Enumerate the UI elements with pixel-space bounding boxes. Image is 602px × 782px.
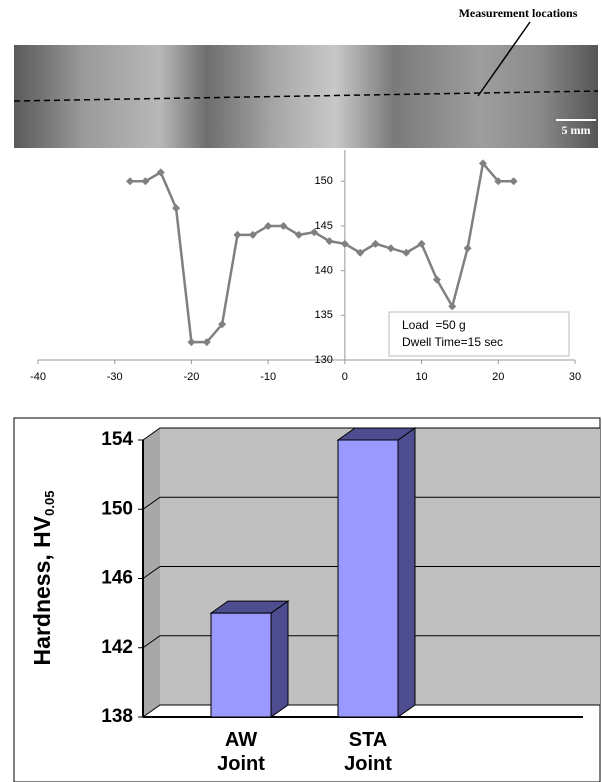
data-point <box>510 177 518 185</box>
y-label-subscript: 0.05 <box>42 491 57 516</box>
x-tick-label: 10 <box>415 371 427 383</box>
y-tick-label: 154 <box>101 429 133 450</box>
bar <box>338 440 398 717</box>
x-tick-label: 0 <box>342 371 348 383</box>
data-point <box>233 231 241 239</box>
page: Measurement locations 5 mm -40 -30 -20 -10 0… <box>0 0 602 782</box>
y-tick-label: 142 <box>101 637 133 658</box>
bar-side <box>271 601 288 717</box>
x-tick-label: 20 <box>492 371 504 383</box>
y-tick-label: 145 <box>314 220 332 232</box>
x-tick-label: -20 <box>183 371 199 383</box>
y-tick-label: 150 <box>314 175 332 187</box>
scale-label: 5 mm <box>562 123 591 137</box>
data-point <box>387 244 395 252</box>
data-point <box>172 204 180 212</box>
figure: Measurement locations 5 mm -40 -30 -20 -10 0… <box>0 0 602 782</box>
data-point <box>464 244 472 252</box>
x-tick-label: -10 <box>260 371 276 383</box>
x-tick-label: AW Joint <box>211 728 271 776</box>
bar-side <box>398 428 415 717</box>
y-tick-label: 150 <box>101 498 133 519</box>
y-label-text: Hardness, HV <box>29 515 55 665</box>
y-tick-label: 130 <box>314 354 332 366</box>
data-point <box>126 177 134 185</box>
y-tick-label: 146 <box>101 568 133 589</box>
y-tick-label: 135 <box>314 309 332 321</box>
bar <box>211 613 271 717</box>
x-tick-label: -30 <box>107 371 123 383</box>
y-axis-label: Hardness, HV0.05 <box>29 491 57 666</box>
annotation: Dwell Time=15 sec <box>402 335 503 349</box>
x-tick-label: STA Joint <box>338 728 398 776</box>
data-point <box>187 338 195 346</box>
x-tick-label: -40 <box>30 371 46 383</box>
annotation: Measurement locations <box>459 6 578 20</box>
y-tick-label: 138 <box>101 706 133 727</box>
y-tick-label: 140 <box>314 265 332 277</box>
x-tick-label: 30 <box>569 371 581 383</box>
annotation: Load =50 g <box>402 318 466 332</box>
